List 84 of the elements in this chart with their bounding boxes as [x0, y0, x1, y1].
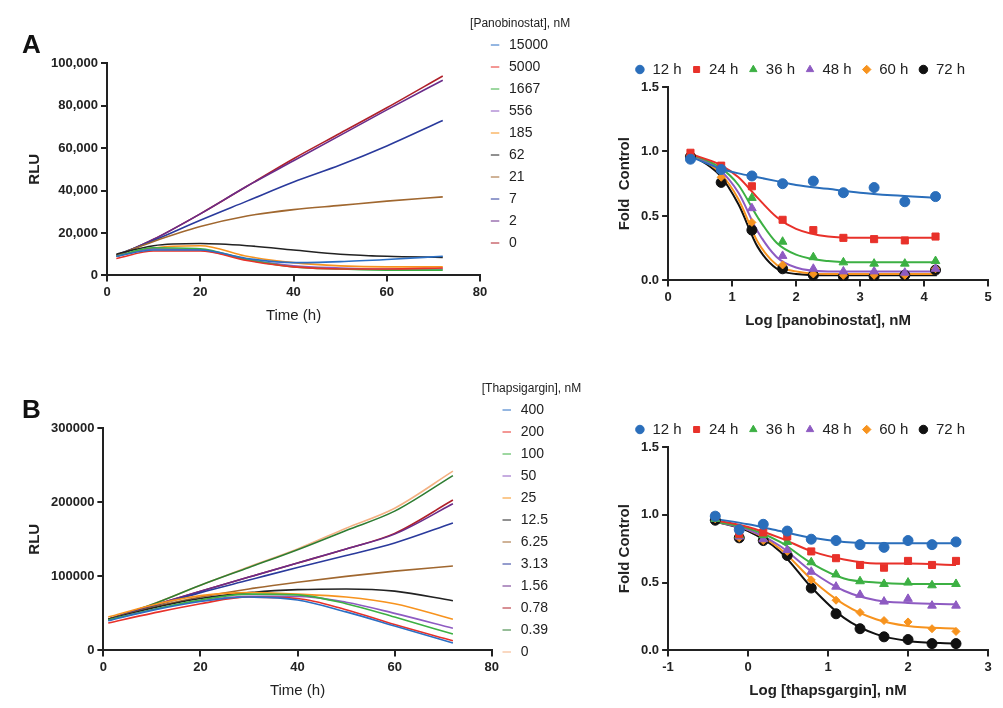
legend-label: 72 h: [935, 419, 966, 437]
legend-label: 556: [509, 101, 533, 118]
y-axis-title: RLU: [25, 523, 43, 555]
y-tick-label: 0.5: [640, 207, 660, 223]
y-tick-label: 1.5: [640, 438, 660, 454]
x-tick-label: 80: [484, 658, 499, 674]
x-tick-label: 40: [286, 283, 301, 299]
x-tick-label: 80: [472, 283, 488, 299]
legend-label: 2: [509, 211, 518, 228]
x-tick-label: 60: [379, 283, 395, 299]
legend-label: 12 h: [652, 59, 682, 77]
x-tick-label: 60: [387, 658, 402, 674]
y-tick-label: 80,000: [58, 97, 98, 113]
legend-label: 185: [509, 123, 533, 140]
x-tick-label: 40: [290, 658, 305, 674]
y-tick-label: 100,000: [50, 54, 98, 70]
x-tick-label: 0: [103, 283, 111, 299]
x-tick-label: 1: [824, 658, 832, 674]
x-tick-label: 2: [904, 658, 912, 674]
y-tick-label: 100000: [50, 567, 95, 583]
legend-label: 62: [509, 145, 525, 162]
y-tick-label: 40,000: [58, 182, 98, 198]
x-tick-label: 1: [728, 288, 736, 304]
legend-label: 12 h: [652, 419, 682, 437]
legend-label: 12.5: [520, 510, 549, 527]
legend-label: 25: [520, 488, 537, 505]
legend-label: 0.39: [520, 620, 549, 637]
x-axis-title: Log [thapsgargin], nM: [749, 681, 907, 699]
x-axis-title: Time (h): [269, 681, 326, 699]
x-tick-label: 2: [792, 288, 800, 304]
x-tick-label: 20: [193, 658, 208, 674]
legend-label: 36 h: [765, 59, 796, 77]
y-tick-label: 1.0: [640, 506, 660, 522]
y-axis-title: RLU: [25, 153, 43, 185]
legend-label: 48 h: [822, 59, 852, 77]
y-tick-label: 1.0: [640, 143, 660, 159]
y-axis-title: Fold Control: [615, 504, 633, 594]
x-axis-title: Log [panobinostat], nM: [745, 311, 911, 329]
chart-title: A: [22, 28, 41, 59]
legend-label: 6.25: [520, 532, 549, 549]
legend-label: 21: [509, 167, 525, 184]
y-tick-label: 1.5: [640, 78, 660, 94]
legend-label: 3.13: [520, 554, 549, 571]
legend-label: 72 h: [935, 59, 966, 77]
legend-label: 15000: [509, 35, 549, 52]
legend-title: [Panobinostat], nM: [470, 16, 571, 31]
x-tick-label: 3: [984, 658, 992, 674]
legend-label: 400: [520, 400, 545, 417]
y-tick-label: 0: [90, 266, 98, 282]
x-tick-label: 3: [856, 288, 864, 304]
legend-label: 0.78: [520, 598, 549, 615]
y-tick-label: 60,000: [58, 139, 98, 155]
y-tick-label: 200000: [50, 493, 95, 509]
x-tick-label: -1: [662, 658, 674, 674]
legend-label: 100: [520, 444, 545, 461]
legend-label: 5000: [509, 57, 541, 74]
legend-label: 1667: [509, 79, 541, 96]
y-tick-label: 0: [87, 641, 95, 657]
x-axis-title: Time (h): [265, 306, 322, 324]
y-tick-label: 0.0: [640, 641, 660, 657]
x-tick-label: 0: [744, 658, 752, 674]
x-tick-label: 5: [984, 288, 992, 304]
x-tick-label: 20: [193, 283, 208, 299]
legend-label: 60 h: [879, 59, 909, 77]
legend-label: 0: [520, 642, 529, 659]
y-axis-title: Fold Control: [615, 137, 633, 231]
x-tick-label: 4: [920, 288, 929, 304]
legend-label: 50: [520, 466, 537, 483]
y-tick-label: 300000: [50, 419, 95, 435]
legend-label: 1.56: [520, 576, 549, 593]
y-tick-label: 0.0: [640, 271, 660, 287]
x-tick-label: 0: [664, 288, 672, 304]
legend-label: 48 h: [822, 419, 852, 437]
chart-title: B: [22, 393, 41, 424]
legend-label: 24 h: [709, 59, 739, 77]
legend-title: [Thapsigargin], nM: [481, 381, 582, 396]
legend-label: 36 h: [765, 419, 796, 437]
legend-label: 60 h: [879, 419, 909, 437]
legend-label: 200: [520, 422, 545, 439]
legend-label: 7: [509, 189, 518, 206]
legend-label: 0: [509, 233, 518, 250]
y-tick-label: 0.5: [640, 574, 660, 590]
y-tick-label: 20,000: [58, 224, 98, 240]
legend-label: 24 h: [709, 419, 739, 437]
